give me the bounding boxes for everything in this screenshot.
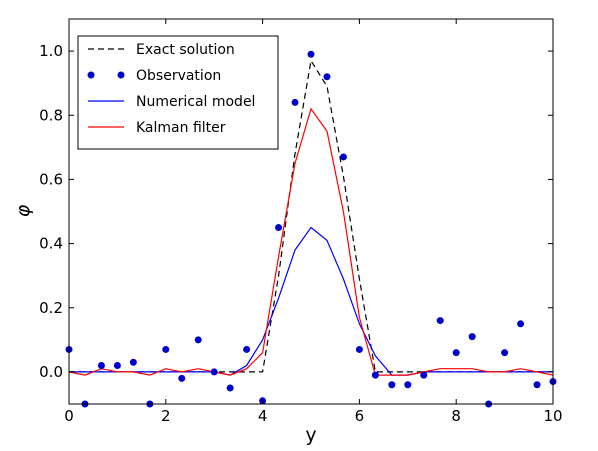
y-tick-label: 0.8 [39,106,63,124]
plot-frame [68,18,554,405]
y-axis-label: φ [12,204,34,217]
observation-point [452,349,460,357]
x-tick-label: 10 [543,407,562,425]
x-axis-label: y [305,424,316,446]
observation-point [501,349,509,357]
observation-point [323,73,331,81]
observation-point [307,50,315,58]
legend-entries: Exact solution Observation Numerical model… [87,42,255,136]
legend-kalman-filter-label: Kalman filter [136,120,226,136]
observation-point [97,362,105,369]
exact-solution-line [69,59,553,373]
observation-point [468,333,476,341]
observation-point [275,224,283,232]
observation-point [420,371,428,379]
y-tick-label: 0.2 [39,299,63,317]
observation-point [178,374,186,382]
observation-point [533,381,541,389]
legend-numerical-model-label: Numerical model [136,94,255,110]
x-tick-label: 4 [258,407,268,425]
observation-point [517,320,525,328]
numerical-model-line [69,226,553,376]
kalman-filter-line [68,107,554,376]
legend-observation-marker [117,71,125,79]
legend-observation-marker [87,71,95,79]
x-tick-label: 0 [64,407,74,425]
tick-labels-layer: 0 2 4 6 8 10 0.0 0.2 0.4 0.6 0.8 1.0 [39,42,562,425]
legend-exact-solution-label: Exact solution [136,42,235,58]
observation-point [371,371,379,379]
observation-point [339,153,347,161]
observation-point [404,381,412,389]
observation-point [355,345,363,353]
observation-point [194,336,202,344]
observation-point [226,384,234,392]
y-tick-label: 0.4 [39,235,63,253]
legend: Exact solution Observation Numerical model… [77,35,279,150]
legend-observation-label: Observation [136,68,221,84]
x-tick-label: 6 [355,407,365,425]
y-tick-label: 1.0 [39,42,63,60]
series-layer [65,50,557,408]
observation-point [436,317,444,325]
legend-frame [77,35,279,150]
observation-point [162,345,170,353]
observation-point [129,358,137,366]
observation-point [388,381,396,389]
x-tick-label: 2 [161,407,171,425]
observation-point [291,98,299,106]
observation-point [113,362,121,369]
y-tick-label: 0.0 [39,363,63,381]
observation-point [243,345,251,353]
y-tick-label: 0.6 [39,170,63,188]
observation-point [210,368,218,376]
x-tick-label: 8 [451,407,461,425]
